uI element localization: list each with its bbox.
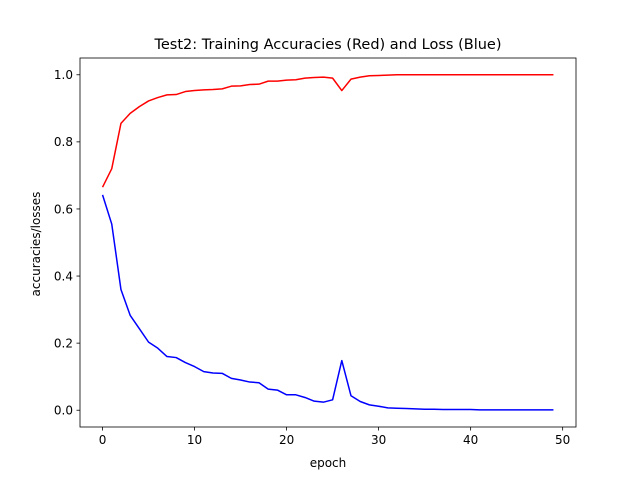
y-tick-label-3: 0.6 (54, 202, 73, 216)
x-tick-label-1: 10 (187, 433, 202, 447)
x-tick-label-2: 20 (279, 433, 294, 447)
plot-area: 0 10 20 30 40 50 0.0 0.2 0.4 0.6 0.8 1.0 (54, 57, 577, 447)
y-tick-label-5: 1.0 (54, 68, 73, 82)
x-tick-label-0: 0 (99, 433, 107, 447)
chart-title: Test2: Training Accuracies (Red) and Los… (153, 37, 501, 53)
y-tick-label-1: 0.2 (54, 336, 73, 350)
y-tick-label-4: 0.8 (54, 135, 73, 149)
axes-frame (79, 57, 577, 428)
series-line-1 (101, 194, 554, 411)
series-line-0 (101, 74, 554, 188)
x-tick-label-3: 30 (371, 433, 386, 447)
x-tick-label-4: 40 (463, 433, 478, 447)
y-axis-label: accuracies/losses (29, 192, 43, 297)
y-tick-label-0: 0.0 (54, 404, 73, 418)
x-tick-label-5: 50 (555, 433, 570, 447)
y-tick-label-2: 0.4 (54, 269, 73, 283)
x-axis-label: epoch (310, 456, 347, 470)
